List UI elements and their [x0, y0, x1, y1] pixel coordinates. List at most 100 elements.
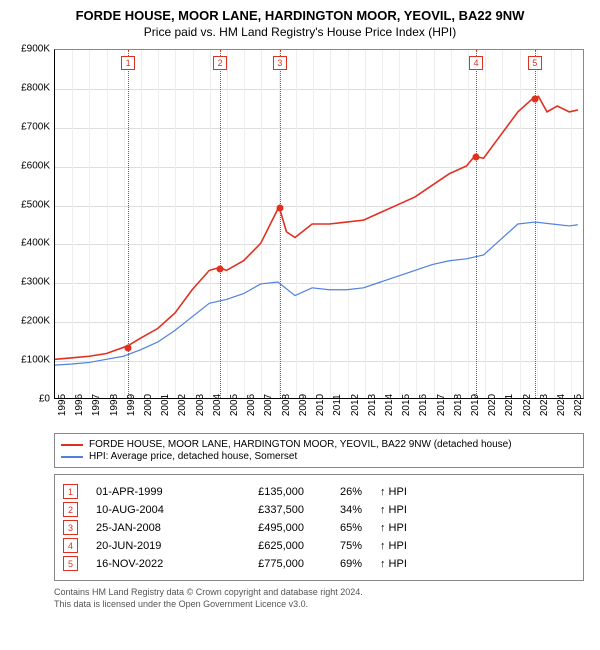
y-axis-label: £600K: [21, 160, 50, 171]
sales-row-price: £775,000: [224, 558, 304, 570]
series-hpi: [55, 222, 578, 365]
sales-row-hpi: ↑ HPI: [380, 486, 407, 498]
sale-marker-box: 1: [121, 56, 135, 70]
x-axis-label: 2002: [177, 394, 188, 416]
sales-row-hpi: ↑ HPI: [380, 540, 407, 552]
x-axis-label: 2016: [418, 394, 429, 416]
footer-line: Contains HM Land Registry data © Crown c…: [54, 587, 584, 599]
y-axis-label: £100K: [21, 355, 50, 366]
x-axis-label: 1998: [109, 394, 120, 416]
sale-vline: [280, 50, 281, 398]
sales-row-date: 20-JUN-2019: [96, 540, 206, 552]
x-axis-label: 1997: [91, 394, 102, 416]
sales-row-pct: 34%: [322, 504, 362, 516]
x-axis-label: 2011: [332, 394, 343, 416]
x-axis-label: 1995: [57, 394, 68, 416]
sale-dot: [276, 204, 283, 211]
sale-vline: [220, 50, 221, 398]
x-axis-label: 2020: [487, 394, 498, 416]
sale-dot: [531, 95, 538, 102]
x-axis-label: 2004: [212, 394, 223, 416]
sales-row-date: 16-NOV-2022: [96, 558, 206, 570]
sales-row-pct: 69%: [322, 558, 362, 570]
sale-vline: [535, 50, 536, 398]
sales-row-price: £135,000: [224, 486, 304, 498]
legend-swatch: [61, 456, 83, 458]
sale-marker-box: 2: [213, 56, 227, 70]
x-axis-label: 2012: [350, 394, 361, 416]
x-axis-label: 2000: [143, 394, 154, 416]
sales-row-pct: 26%: [322, 486, 362, 498]
sale-marker-box: 4: [469, 56, 483, 70]
sale-marker-box: 5: [528, 56, 542, 70]
sales-row-date: 10-AUG-2004: [96, 504, 206, 516]
series-property: [55, 96, 578, 359]
legend: FORDE HOUSE, MOOR LANE, HARDINGTON MOOR,…: [54, 433, 584, 468]
chart-container: 1 2 3 4 5 £0 £100K £200K £300K £400K £500K £600K £7…: [10, 45, 590, 425]
x-axis-label: 2021: [504, 394, 515, 416]
y-axis-label: £800K: [21, 82, 50, 93]
sale-dot: [125, 344, 132, 351]
x-axis-label: 2008: [281, 394, 292, 416]
chart-title: FORDE HOUSE, MOOR LANE, HARDINGTON MOOR,…: [10, 8, 590, 23]
legend-label: FORDE HOUSE, MOOR LANE, HARDINGTON MOOR,…: [89, 439, 512, 450]
y-axis-label: £200K: [21, 316, 50, 327]
legend-swatch: [61, 444, 83, 446]
x-axis-label: 2019: [470, 394, 481, 416]
x-axis-label: 2009: [298, 394, 309, 416]
y-axis-label: £900K: [21, 44, 50, 55]
sale-vline: [476, 50, 477, 398]
sales-row-pct: 65%: [322, 522, 362, 534]
plot-area: 1 2 3 4 5: [54, 49, 584, 399]
sales-row: 5 16-NOV-2022 £775,000 69% ↑ HPI: [63, 556, 575, 571]
sales-row-num: 2: [63, 502, 78, 517]
x-axis-label: 2014: [384, 394, 395, 416]
sales-row-hpi: ↑ HPI: [380, 504, 407, 516]
sales-row-price: £337,500: [224, 504, 304, 516]
x-axis-label: 2013: [367, 394, 378, 416]
sales-row: 3 25-JAN-2008 £495,000 65% ↑ HPI: [63, 520, 575, 535]
sales-row-price: £495,000: [224, 522, 304, 534]
sales-row: 1 01-APR-1999 £135,000 26% ↑ HPI: [63, 484, 575, 499]
x-axis-label: 2001: [160, 394, 171, 416]
y-axis-label: £0: [39, 394, 50, 405]
legend-item: FORDE HOUSE, MOOR LANE, HARDINGTON MOOR,…: [61, 439, 577, 450]
chart-subtitle: Price paid vs. HM Land Registry's House …: [10, 25, 590, 39]
x-axis-label: 2007: [263, 394, 274, 416]
sale-dot: [473, 153, 480, 160]
sales-row-pct: 75%: [322, 540, 362, 552]
x-axis-label: 1999: [126, 394, 137, 416]
x-axis-label: 2005: [229, 394, 240, 416]
y-axis-label: £400K: [21, 238, 50, 249]
y-axis-label: £300K: [21, 277, 50, 288]
sales-row: 2 10-AUG-2004 £337,500 34% ↑ HPI: [63, 502, 575, 517]
x-axis-label: 2006: [246, 394, 257, 416]
sale-dot: [217, 265, 224, 272]
x-axis-label: 2010: [315, 394, 326, 416]
x-axis-label: 2018: [453, 394, 464, 416]
x-axis-label: 1996: [74, 394, 85, 416]
sale-marker-box: 3: [273, 56, 287, 70]
sales-row-num: 1: [63, 484, 78, 499]
legend-item: HPI: Average price, detached house, Some…: [61, 451, 577, 462]
footer-attribution: Contains HM Land Registry data © Crown c…: [54, 587, 584, 610]
x-axis-label: 2025: [573, 394, 584, 416]
sales-row-hpi: ↑ HPI: [380, 558, 407, 570]
legend-label: HPI: Average price, detached house, Some…: [89, 451, 297, 462]
x-axis-label: 2017: [436, 394, 447, 416]
sales-row-num: 3: [63, 520, 78, 535]
sales-row-price: £625,000: [224, 540, 304, 552]
sales-row-date: 25-JAN-2008: [96, 522, 206, 534]
x-axis-label: 2023: [539, 394, 550, 416]
x-axis-label: 2022: [522, 394, 533, 416]
sales-row-date: 01-APR-1999: [96, 486, 206, 498]
x-axis-label: 2003: [195, 394, 206, 416]
sales-row: 4 20-JUN-2019 £625,000 75% ↑ HPI: [63, 538, 575, 553]
sales-table: 1 01-APR-1999 £135,000 26% ↑ HPI 2 10-AUG-2004…: [54, 474, 584, 581]
sales-row-hpi: ↑ HPI: [380, 522, 407, 534]
sales-row-num: 5: [63, 556, 78, 571]
sales-row-num: 4: [63, 538, 78, 553]
y-axis-label: £700K: [21, 121, 50, 132]
y-axis-label: £500K: [21, 199, 50, 210]
x-axis-label: 2024: [556, 394, 567, 416]
